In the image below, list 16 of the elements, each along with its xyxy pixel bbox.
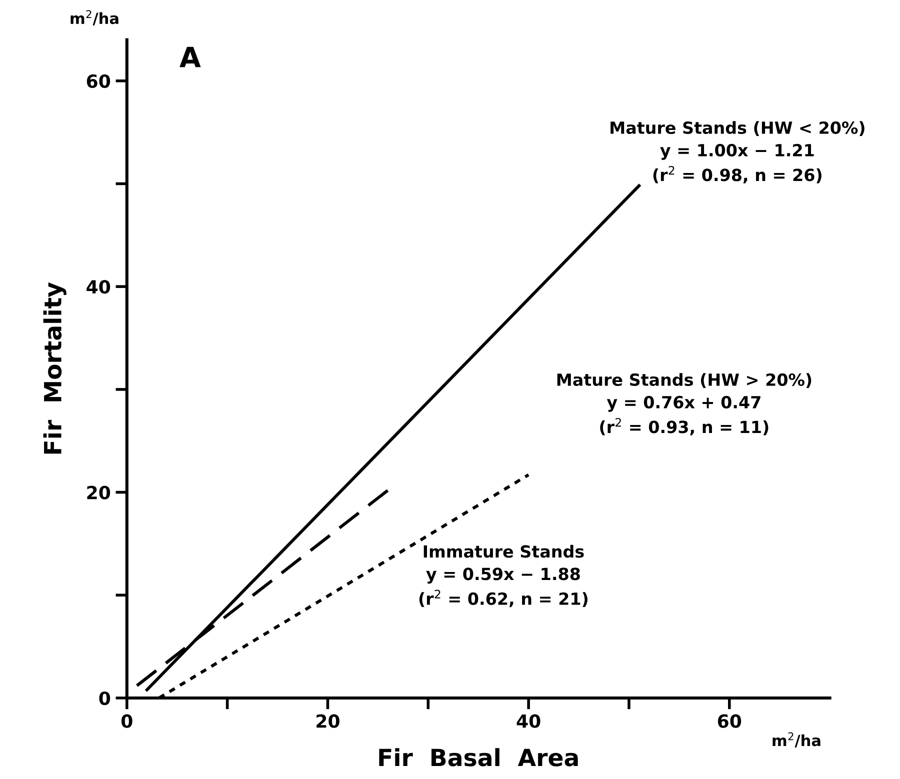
x-tick-label: 0 xyxy=(121,714,132,728)
annotation: Mature Stands (HW < 20%) y = 1.00x − 1.21 (r$^{2}$ = 0.98, n = 26) xyxy=(610,121,864,184)
y-tick-label: 20 xyxy=(87,486,110,500)
x-axis-title: Fir Basal Area xyxy=(379,748,578,766)
annotation: Mature Stands (HW > 20%) y = 0.76x + 0.47 (r$^{2}$ = 0.93, n = 11) xyxy=(557,373,812,436)
x-tick-label: 60 xyxy=(718,714,742,728)
y-tick-label: 0 xyxy=(99,691,110,706)
annotation: A xyxy=(180,46,201,68)
y-axis-title: Fir Mortality xyxy=(43,282,66,454)
x-tick-label: 40 xyxy=(516,714,540,728)
x-tick-label: 20 xyxy=(316,714,340,728)
y-tick-label: 40 xyxy=(86,280,110,294)
y-tick-label: 60 xyxy=(86,74,110,88)
annotation: Immature Stands y = 0.59x − 1.88 (r$^{2}$ = 0.62, n = 21) xyxy=(419,544,588,608)
text: m$^{2}$/ha xyxy=(70,10,118,26)
text: m$^{2}$/ha xyxy=(772,732,820,748)
